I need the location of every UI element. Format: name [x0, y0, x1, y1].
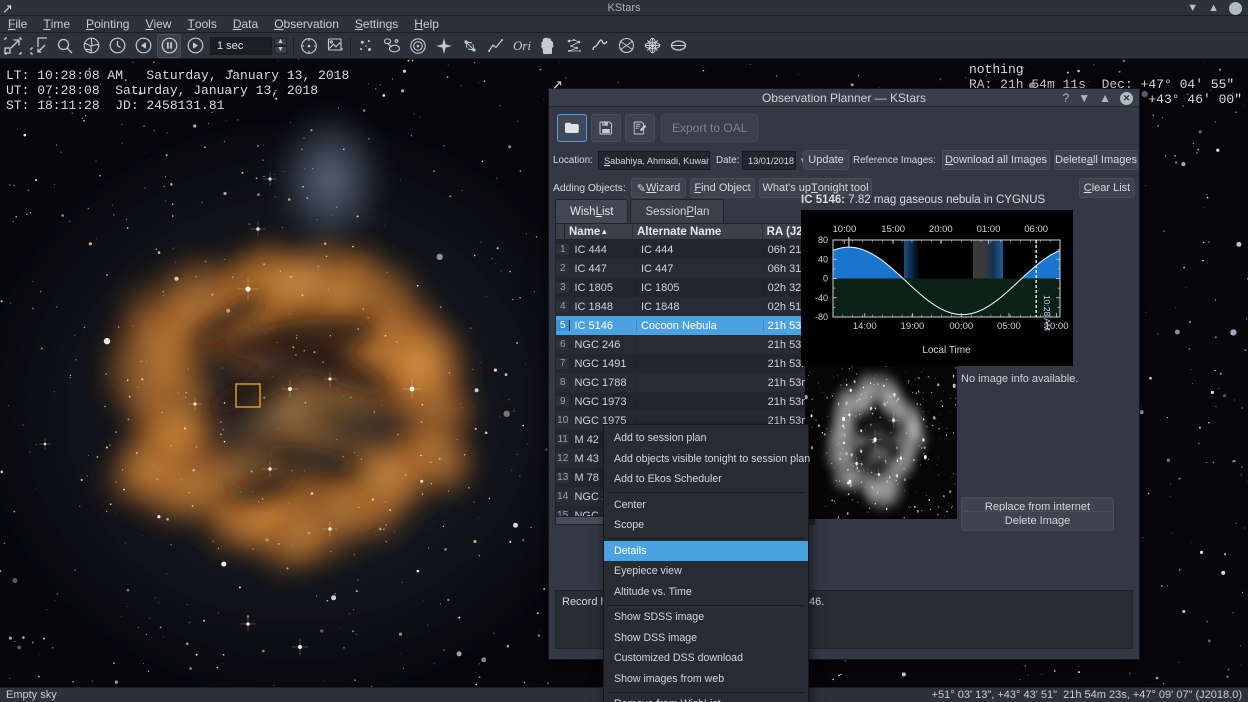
- svg-text:10:00: 10:00: [832, 224, 856, 235]
- svg-text:-40: -40: [815, 293, 828, 303]
- svg-text:40: 40: [818, 254, 828, 264]
- svg-text:20:00: 20:00: [929, 224, 953, 235]
- svg-text:10:28 AM: 10:28 AM: [1042, 295, 1052, 331]
- svg-text:06:00: 06:00: [1024, 224, 1048, 235]
- svg-text:14:00: 14:00: [853, 321, 877, 332]
- svg-text:-80: -80: [815, 312, 828, 322]
- svg-text:05:00: 05:00: [997, 321, 1021, 332]
- svg-text:Local Time: Local Time: [922, 345, 971, 356]
- svg-text:19:00: 19:00: [901, 321, 925, 332]
- svg-text:0: 0: [823, 274, 828, 284]
- svg-text:00:00: 00:00: [949, 321, 973, 332]
- svg-text:01:00: 01:00: [977, 224, 1001, 235]
- svg-text:80: 80: [818, 235, 828, 245]
- svg-text:15:00: 15:00: [881, 224, 905, 235]
